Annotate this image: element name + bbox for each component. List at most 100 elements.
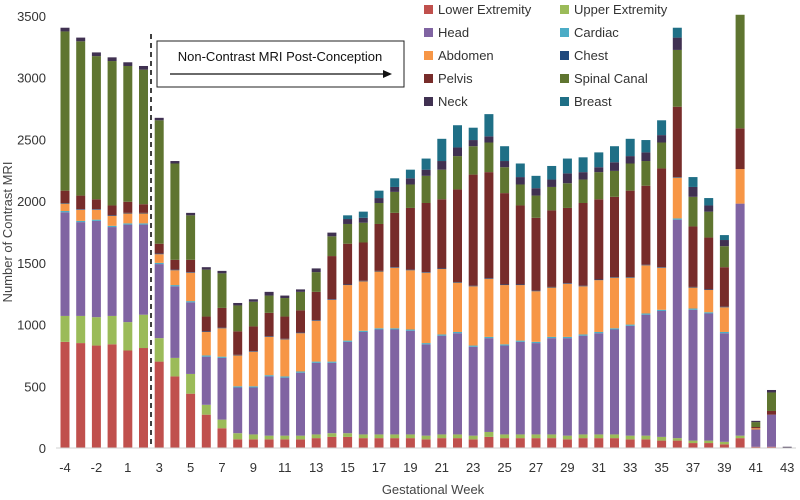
bar-segment-cardiac (154, 262, 164, 265)
bar-segment-cardiac (500, 344, 510, 346)
bar-segment-abdomen (233, 355, 243, 387)
bar-segment-spinal-canal (547, 186, 557, 211)
bar-segment-lower-extremity (217, 428, 227, 448)
bar-segment-lower-extremity (531, 438, 541, 448)
bar-segment-head (515, 341, 525, 435)
bar-stack (123, 62, 133, 448)
bar-segment-cardiac (468, 345, 478, 347)
bar-segment-breast (688, 177, 698, 187)
bar-segment-head (453, 333, 462, 435)
bar-segment-cardiac (107, 225, 117, 228)
bar-segment-lower-extremity (76, 343, 86, 448)
bar-segment-breast (453, 125, 462, 148)
bar-segment-abdomen (123, 213, 133, 224)
bar-segment-cardiac (719, 331, 729, 334)
bar-segment-pelvis (468, 174, 478, 286)
bar-segment-lower-extremity (201, 414, 211, 448)
bar-segment-head (107, 227, 117, 316)
bar-segment-cardiac (91, 219, 101, 221)
bar-segment-pelvis (562, 207, 572, 284)
bar-segment-abdomen (343, 285, 353, 341)
bar-segment-neck (484, 136, 494, 143)
bar-segment-head (311, 362, 321, 435)
bar-stack (437, 138, 447, 448)
bar-segment-abdomen (437, 269, 447, 335)
bar-segment-cardiac (657, 309, 667, 311)
bar-segment-upper-extremity (123, 322, 133, 351)
bar-segment-spinal-canal (280, 298, 290, 317)
bar-segment-upper-extremity (531, 434, 541, 439)
bar-segment-upper-extremity (688, 440, 698, 444)
bar-segment-lower-extremity (327, 436, 337, 448)
bar-segment-neck (437, 161, 447, 170)
bar-segment-lower-extremity (484, 436, 494, 448)
bar-segment-head (610, 329, 619, 435)
bar-segment-lower-extremity (688, 443, 698, 448)
legend-item: Lower Extremity (424, 2, 532, 17)
bar-segment-breast (531, 175, 541, 189)
bar-segment-abdomen (311, 320, 321, 362)
bar-stack (672, 27, 682, 448)
bar-segment-lower-extremity (594, 438, 604, 448)
bar-segment-neck (139, 65, 148, 70)
legend-swatch-icon (424, 74, 433, 83)
bar-segment-chest (390, 267, 400, 268)
bar-segment-pelvis (343, 243, 353, 285)
bar-segment-neck (562, 173, 572, 184)
bar-stack (767, 389, 776, 448)
bar-segment-upper-extremity (672, 438, 682, 441)
bar-segment-neck (76, 37, 86, 42)
bar-segment-neck (719, 240, 729, 247)
bar-segment-chest (405, 269, 415, 271)
bar-segment-abdomen (578, 286, 588, 335)
bar-segment-neck (704, 205, 714, 212)
bar-segment-head (531, 343, 541, 435)
bar-segment-chest (91, 209, 101, 210)
bar-segment-abdomen (264, 336, 274, 376)
bar-segment-head (217, 357, 227, 420)
bar-segment-head (327, 362, 337, 434)
bar-segment-head (201, 356, 211, 405)
bar-segment-cardiac (280, 376, 290, 378)
bar-segment-upper-extremity (358, 434, 368, 439)
bar-segment-pelvis (610, 196, 619, 278)
bar-segment-cardiac (594, 331, 604, 334)
bar-segment-pelvis (751, 427, 761, 429)
bar-segment-cardiac (358, 330, 368, 332)
bar-segment-lower-extremity (280, 439, 290, 448)
bar-segment-chest (248, 351, 258, 352)
legend-swatch-icon (424, 5, 433, 14)
x-tick-label: 15 (340, 460, 354, 475)
bar-segment-breast (657, 120, 667, 136)
bar-segment-lower-extremity (610, 438, 619, 448)
bar-segment-chest (374, 270, 384, 272)
bar-segment-chest (327, 299, 337, 300)
bar-stack (704, 198, 714, 448)
bar-segment-upper-extremity (484, 431, 494, 437)
bar-segment-chest (672, 177, 682, 178)
bar-segment-breast (374, 190, 384, 199)
bar-segment-pelvis (578, 202, 588, 286)
bar-stack (264, 291, 274, 448)
bar-segment-abdomen (594, 280, 604, 332)
legend: Lower Extremity Head Abdomen Pelvis Neck Uppe… (424, 2, 668, 109)
bar-segment-abdomen (170, 270, 180, 286)
bar-segment-upper-extremity (248, 434, 258, 440)
y-tick-label: 500 (24, 379, 46, 394)
bar-segment-abdomen (719, 307, 729, 332)
bar-segment-cardiac (296, 371, 305, 373)
bar-segment-lower-extremity (719, 444, 729, 448)
legend-label: Head (438, 25, 469, 40)
bar-segment-abdomen (515, 285, 525, 341)
bar-segment-spinal-canal (76, 41, 86, 196)
bar-segment-lower-extremity (233, 439, 243, 448)
bar-stack (453, 125, 462, 448)
bar-segment-lower-extremity (139, 348, 148, 448)
x-tick-label: 9 (250, 460, 257, 475)
bar-segment-upper-extremity (60, 315, 70, 342)
bar-segment-breast (547, 165, 557, 180)
bar-stack (201, 267, 211, 448)
bar-segment-upper-extremity (719, 441, 729, 445)
bar-segment-upper-extremity (296, 435, 305, 440)
bar-segment-pelvis (641, 185, 651, 265)
